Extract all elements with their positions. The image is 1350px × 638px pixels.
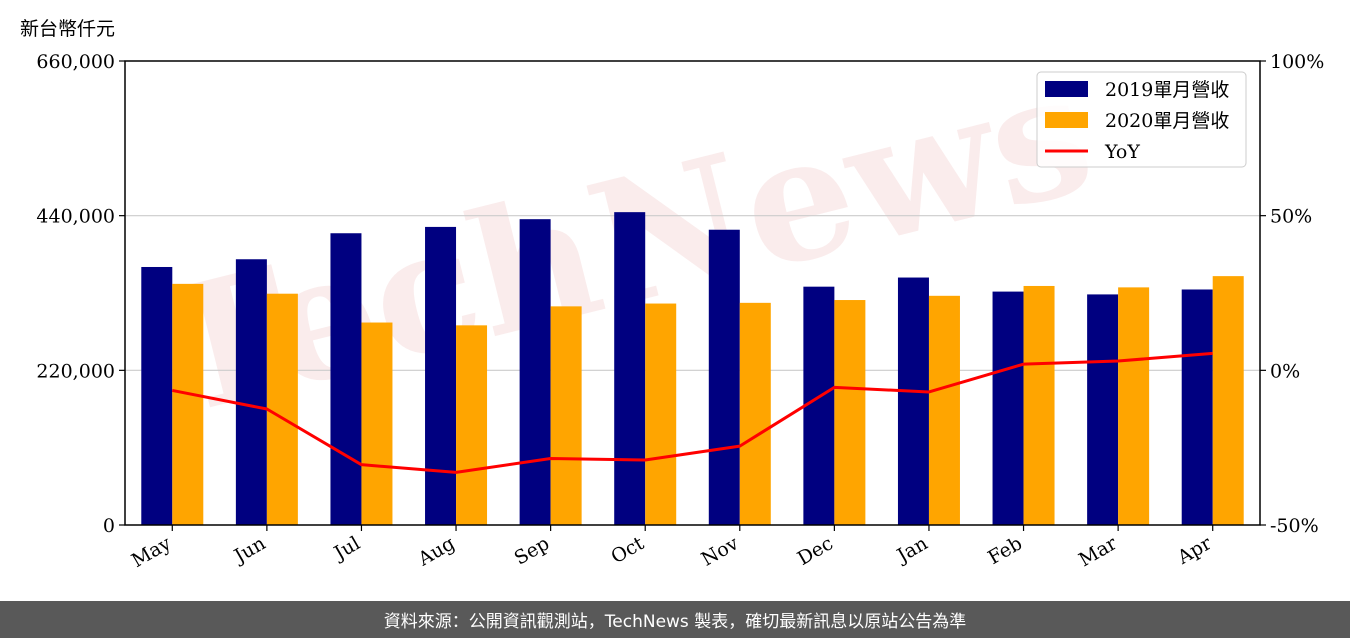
bar-2020	[1023, 285, 1055, 525]
bar-2020	[1212, 276, 1244, 525]
x-tick-label: Oct	[607, 532, 648, 568]
plot-frame	[124, 60, 1261, 526]
bar-2019	[519, 219, 551, 525]
bar-2020	[172, 283, 204, 525]
x-tick-label: Jul	[329, 532, 364, 565]
bar-2020	[928, 295, 960, 525]
bar-2019	[235, 259, 267, 525]
bar-2020	[645, 303, 677, 525]
legend-label: 2019單月營收	[1105, 79, 1229, 101]
bar-2019	[425, 226, 457, 525]
bar-2020	[739, 302, 771, 525]
bar-2019	[1181, 289, 1213, 525]
bar-2020	[1118, 287, 1150, 525]
x-tick-label: Aug	[414, 532, 459, 571]
legend-swatch	[1045, 112, 1088, 128]
bar-2019	[708, 229, 740, 525]
y-right-tick-label: 100%	[1270, 51, 1324, 73]
bar-2020	[361, 322, 393, 525]
y-left-tick-label: 0	[103, 515, 115, 537]
bar-2019	[330, 233, 362, 525]
source-text: 資料來源：公開資訊觀測站，TechNews 製表，確切最新訊息以原站公告為準	[383, 612, 967, 632]
y-right-tick-label: 0%	[1270, 360, 1300, 382]
bar-2019	[141, 266, 173, 525]
bar-2019	[803, 286, 835, 525]
x-tick-label: Jan	[892, 532, 932, 568]
x-tick-label: Dec	[794, 532, 837, 570]
yoy-line	[172, 351, 1213, 474]
x-tick-label: Mar	[1075, 532, 1121, 571]
x-tick-label: May	[128, 532, 175, 572]
legend-label: YoY	[1104, 141, 1140, 163]
y-axis-unit-label: 新台幣仟元	[20, 18, 116, 40]
x-tick-label: Feb	[984, 532, 1026, 569]
legend-swatch	[1045, 81, 1088, 97]
bar-2019	[614, 212, 646, 525]
y-right-tick-label: 50%	[1270, 206, 1312, 228]
bar-2019	[897, 277, 929, 525]
x-tick-label: Nov	[698, 532, 743, 571]
x-tick-label: Apr	[1173, 532, 1216, 569]
y-left-tick-label: 220,000	[36, 360, 115, 382]
y-left-tick-label: 440,000	[36, 206, 115, 228]
y-right-tick-label: -50%	[1270, 515, 1319, 537]
legend-box	[1036, 71, 1247, 168]
x-tick-label: Jun	[229, 532, 270, 568]
bar-2020	[550, 306, 582, 525]
source-footer: 資料來源：公開資訊觀測站，TechNews 製表，確切最新訊息以原站公告為準	[0, 601, 1350, 638]
legend-label: 2020單月營收	[1105, 110, 1229, 132]
bar-2020	[834, 300, 866, 525]
revenue-chart: TechNews 0220,000440,000660,000-50%0%50%…	[36, 31, 1324, 572]
bar-2019	[992, 291, 1024, 525]
bar-2019	[1087, 294, 1119, 525]
x-tick-label: Sep	[511, 532, 554, 569]
y-left-tick-label: 660,000	[36, 51, 115, 73]
bar-2020	[266, 293, 298, 525]
bar-2020	[456, 325, 488, 525]
